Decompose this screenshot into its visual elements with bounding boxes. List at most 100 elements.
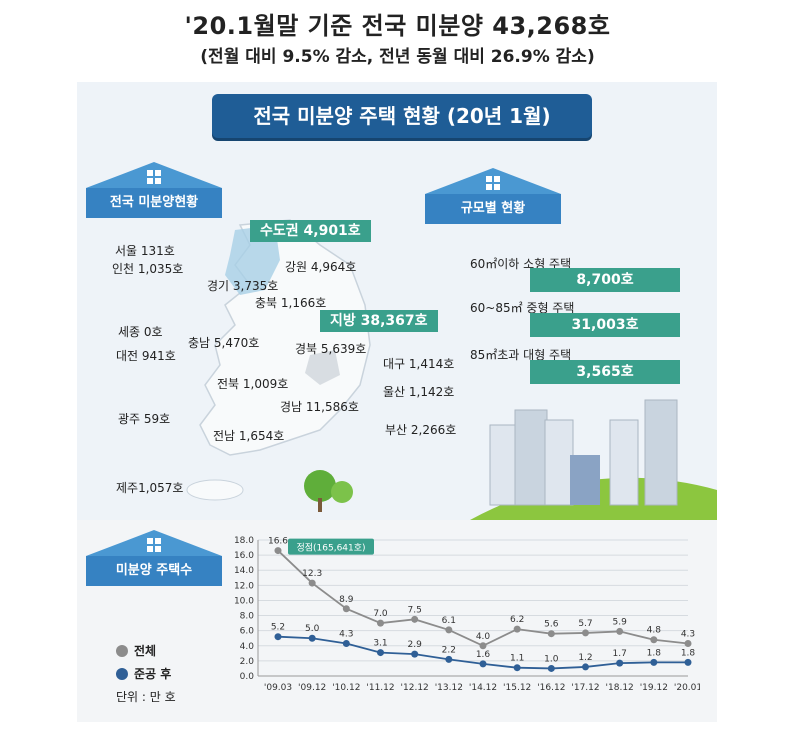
region-gyeongbuk: 경북 5,639호 <box>295 342 367 356</box>
region-daegu: 대구 1,414호 <box>383 357 455 371</box>
region-sejong: 세종 0호 <box>118 325 163 339</box>
y-tick-label: 10.0 <box>234 596 254 606</box>
building <box>570 455 600 505</box>
region-daejeon: 대전 941호 <box>116 349 176 363</box>
map-capital-region <box>225 225 280 295</box>
region-incheon: 인천 1,035호 <box>112 262 184 276</box>
building <box>644 399 678 506</box>
data-point <box>684 640 692 648</box>
data-point <box>308 579 316 587</box>
data-label: 6.1 <box>442 616 456 626</box>
section-housing-count-label: 미분양 주택수 <box>86 556 222 586</box>
region-gyeongnam: 경남 11,586호 <box>280 400 359 414</box>
data-label: 1.8 <box>647 648 662 658</box>
tree-icon <box>304 470 353 512</box>
data-point <box>513 664 521 672</box>
data-label: 7.5 <box>408 605 422 615</box>
data-point <box>650 658 658 666</box>
data-point <box>479 660 487 668</box>
data-label: 4.3 <box>339 630 353 640</box>
building <box>609 419 639 506</box>
y-tick-label: 8.0 <box>240 612 255 622</box>
data-label: 4.0 <box>476 632 491 642</box>
map-jeju <box>186 479 244 501</box>
region-seoul: 서울 131호 <box>115 244 175 258</box>
korea-map <box>186 219 371 501</box>
data-point <box>582 629 589 637</box>
x-tick-label: '18.12 <box>606 683 634 693</box>
y-tick-label: 0.0 <box>240 672 255 682</box>
y-tick-label: 6.0 <box>240 627 255 637</box>
size-medium-label: 60~85㎡ 중형 주택 <box>470 301 575 315</box>
region-gangwon: 강원 4,964호 <box>285 260 357 274</box>
x-tick-label: '14.12 <box>469 683 497 693</box>
x-tick-label: '09.03 <box>264 683 292 693</box>
data-point <box>650 636 658 644</box>
x-tick-label: '15.12 <box>503 683 531 693</box>
data-point <box>377 649 384 657</box>
data-point <box>411 650 419 658</box>
data-label: 7.0 <box>373 609 388 619</box>
size-medium-value: 31,003호 <box>530 313 680 337</box>
capital-tag: 수도권 4,901호 <box>250 220 371 242</box>
data-label: 4.3 <box>681 630 695 640</box>
peak-annotation-box <box>288 538 374 555</box>
data-label: 5.2 <box>271 623 285 633</box>
map-mainland <box>199 219 371 456</box>
data-point <box>582 663 589 671</box>
data-point <box>342 640 350 648</box>
data-point <box>274 633 282 641</box>
data-label: 1.2 <box>578 653 592 663</box>
data-label: 5.0 <box>305 624 320 634</box>
data-point <box>547 630 555 638</box>
region-chungbuk: 충북 1,166호 <box>255 296 327 310</box>
unit-label: 단위 : 만 호 <box>116 690 176 704</box>
section-by-size-label: 규모별 현황 <box>425 194 561 224</box>
data-point <box>445 626 453 634</box>
x-tick-label: '19.12 <box>640 683 668 693</box>
data-label: 5.7 <box>578 619 592 629</box>
data-label: 16.6 <box>268 537 288 547</box>
data-point <box>684 658 692 666</box>
y-tick-label: 18.0 <box>234 536 254 546</box>
region-jeonbuk: 전북 1,009호 <box>217 377 289 391</box>
data-label: 1.8 <box>681 648 696 658</box>
data-point <box>274 547 282 555</box>
y-tick-label: 4.0 <box>240 642 255 652</box>
data-point <box>616 627 624 635</box>
region-gwangju: 광주 59호 <box>118 412 171 426</box>
window-icon <box>486 176 500 190</box>
x-tick-label: '09.12 <box>298 683 326 693</box>
y-tick-label: 14.0 <box>234 566 254 576</box>
data-point <box>479 642 487 650</box>
y-tick-label: 16.0 <box>234 551 254 561</box>
data-label: 2.9 <box>408 640 423 650</box>
page-title: '20.1월말 기준 전국 미분양 43,268호 <box>184 12 611 40</box>
data-label: 2.2 <box>442 645 456 655</box>
window-icon <box>147 170 161 184</box>
page-subtitle: (전월 대비 9.5% 감소, 전년 동월 대비 26.9% 감소) <box>200 47 595 67</box>
map-gyeongbuk <box>305 350 340 385</box>
x-tick-label: '17.12 <box>571 683 599 693</box>
data-label: 1.0 <box>544 654 559 664</box>
section-national-label: 전국 미분양현황 <box>86 188 222 218</box>
y-tick-label: 2.0 <box>240 657 255 667</box>
region-busan: 부산 2,266호 <box>385 423 457 437</box>
legend-total: 전체 <box>116 642 156 659</box>
x-tick-label: '11.12 <box>366 683 394 693</box>
data-label: 12.3 <box>302 569 322 579</box>
legend-completed-dot <box>116 668 128 680</box>
local-tag: 지방 38,367호 <box>320 310 438 332</box>
data-point <box>411 615 419 623</box>
data-point <box>513 625 521 633</box>
data-label: 3.1 <box>373 639 387 649</box>
line-chart: 0.0 2.0 4.0 6.0 8.0 10.0 12.0 14.0 16.0 18.0 '09.0… <box>234 536 700 693</box>
legend-total-dot <box>116 645 128 657</box>
data-point <box>308 634 316 642</box>
size-large-label: 85㎡초과 대형 주택 <box>470 348 572 362</box>
data-label: 1.1 <box>510 654 524 664</box>
x-tick-label: '20.01 <box>674 683 700 693</box>
building <box>544 419 574 506</box>
data-label: 6.2 <box>510 615 524 625</box>
legend-completed: 준공 후 <box>116 665 171 682</box>
